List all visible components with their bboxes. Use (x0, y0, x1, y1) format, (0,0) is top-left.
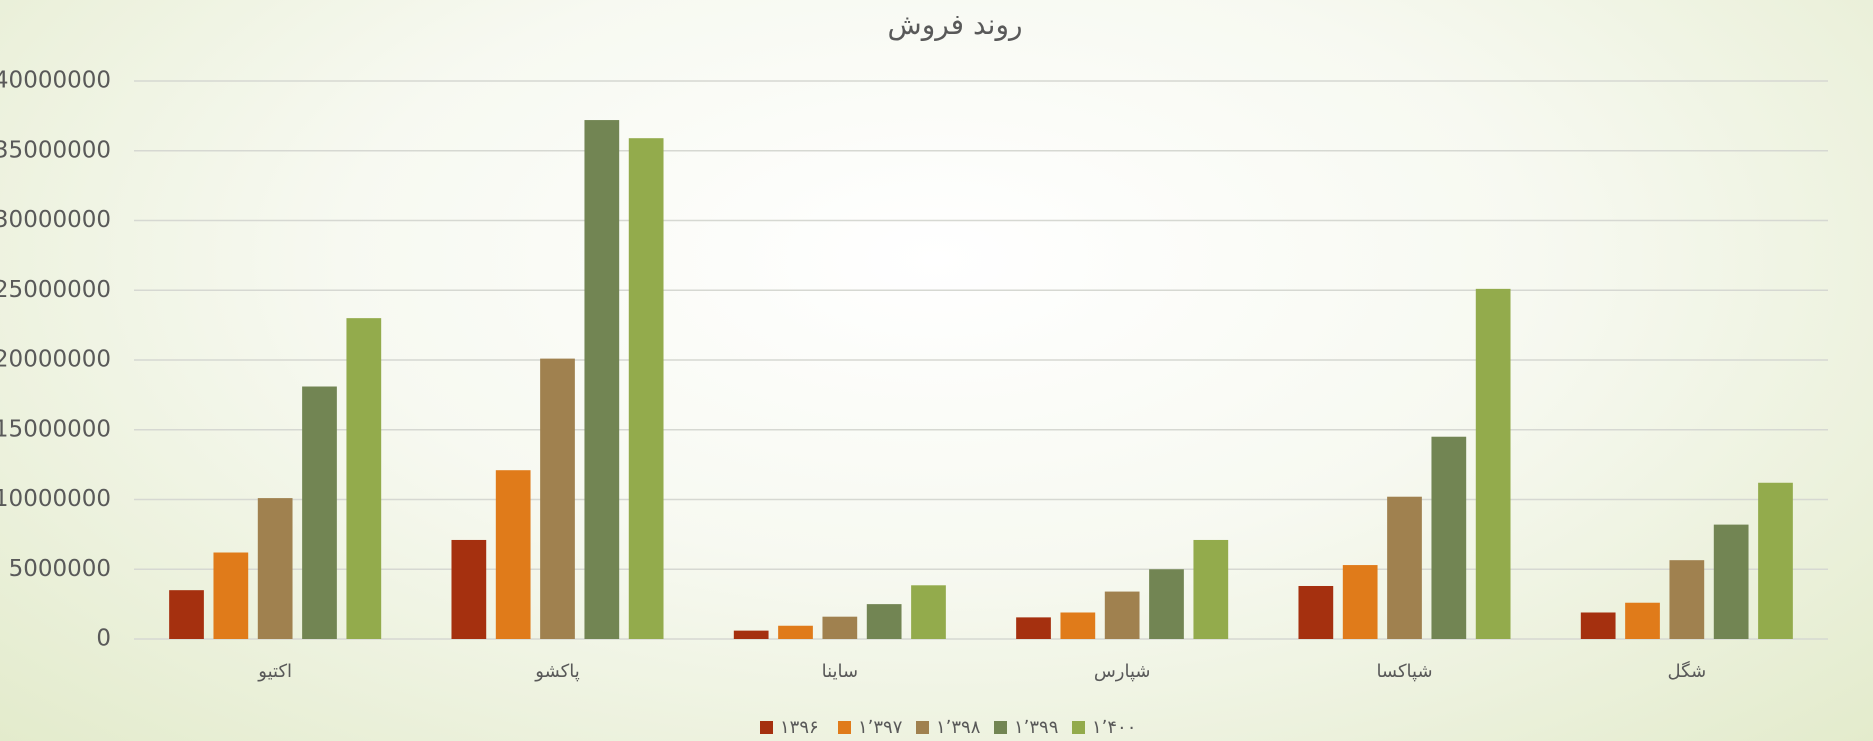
y-tick-label: 5000000 (9, 556, 111, 582)
bar (1387, 496, 1422, 639)
x-tick-label: اکتیو (257, 661, 292, 682)
bar (1431, 436, 1467, 639)
bar (584, 120, 620, 639)
x-tick-label: ساینا (822, 661, 859, 682)
bar (1475, 288, 1511, 639)
y-tick-label: 0 (96, 626, 111, 652)
bar (911, 585, 946, 639)
bar (540, 358, 575, 639)
legend-label: ۱٬۳۹۷ (858, 717, 903, 738)
y-tick-label: 10000000 (0, 486, 111, 512)
legend-label: ۱٬۳۹۸ (936, 717, 981, 738)
y-tick-label: 40000000 (0, 68, 111, 94)
legend-label: ۱۳۹۶ (780, 717, 819, 738)
x-tick-label: شگل (1668, 660, 1707, 682)
bar (1580, 612, 1616, 639)
bar (1758, 482, 1793, 639)
y-tick-label: 35000000 (0, 137, 111, 163)
bar (1016, 617, 1051, 639)
legend-label: ۱٬۳۹۹ (1014, 717, 1058, 738)
bar (451, 539, 487, 639)
bar (822, 616, 858, 639)
bar (1149, 569, 1184, 639)
bar (257, 498, 293, 639)
bar (213, 552, 249, 639)
x-tick-label: شپاکسا (1376, 661, 1432, 682)
legend-swatch (760, 721, 773, 734)
bar (733, 630, 769, 639)
bar (1298, 585, 1334, 639)
legend-swatch (838, 721, 851, 734)
legend-swatch (994, 721, 1007, 734)
legend-swatch (1072, 721, 1085, 734)
y-tick-label: 15000000 (0, 416, 111, 442)
bar (1625, 602, 1660, 639)
bar (1060, 612, 1096, 639)
bar (302, 386, 337, 639)
legend-swatch (916, 721, 929, 734)
bar (169, 590, 204, 639)
bar (1713, 524, 1749, 639)
legend-label: ۱٬۴۰۰ (1092, 717, 1136, 738)
bar (1342, 565, 1378, 639)
bar (495, 470, 531, 639)
bar (866, 604, 902, 639)
bar (1104, 591, 1140, 639)
x-tick-label: شپارس (1094, 661, 1151, 682)
bar (1669, 560, 1705, 639)
bar (778, 625, 813, 639)
bar (1193, 539, 1229, 639)
chart-title: روند فروش (888, 8, 1023, 41)
bar (346, 318, 382, 639)
bar (628, 138, 664, 639)
y-tick-label: 20000000 (0, 347, 111, 373)
y-tick-label: 25000000 (0, 277, 111, 303)
y-tick-label: 30000000 (0, 207, 111, 233)
x-tick-label: پاکشو (534, 661, 579, 682)
